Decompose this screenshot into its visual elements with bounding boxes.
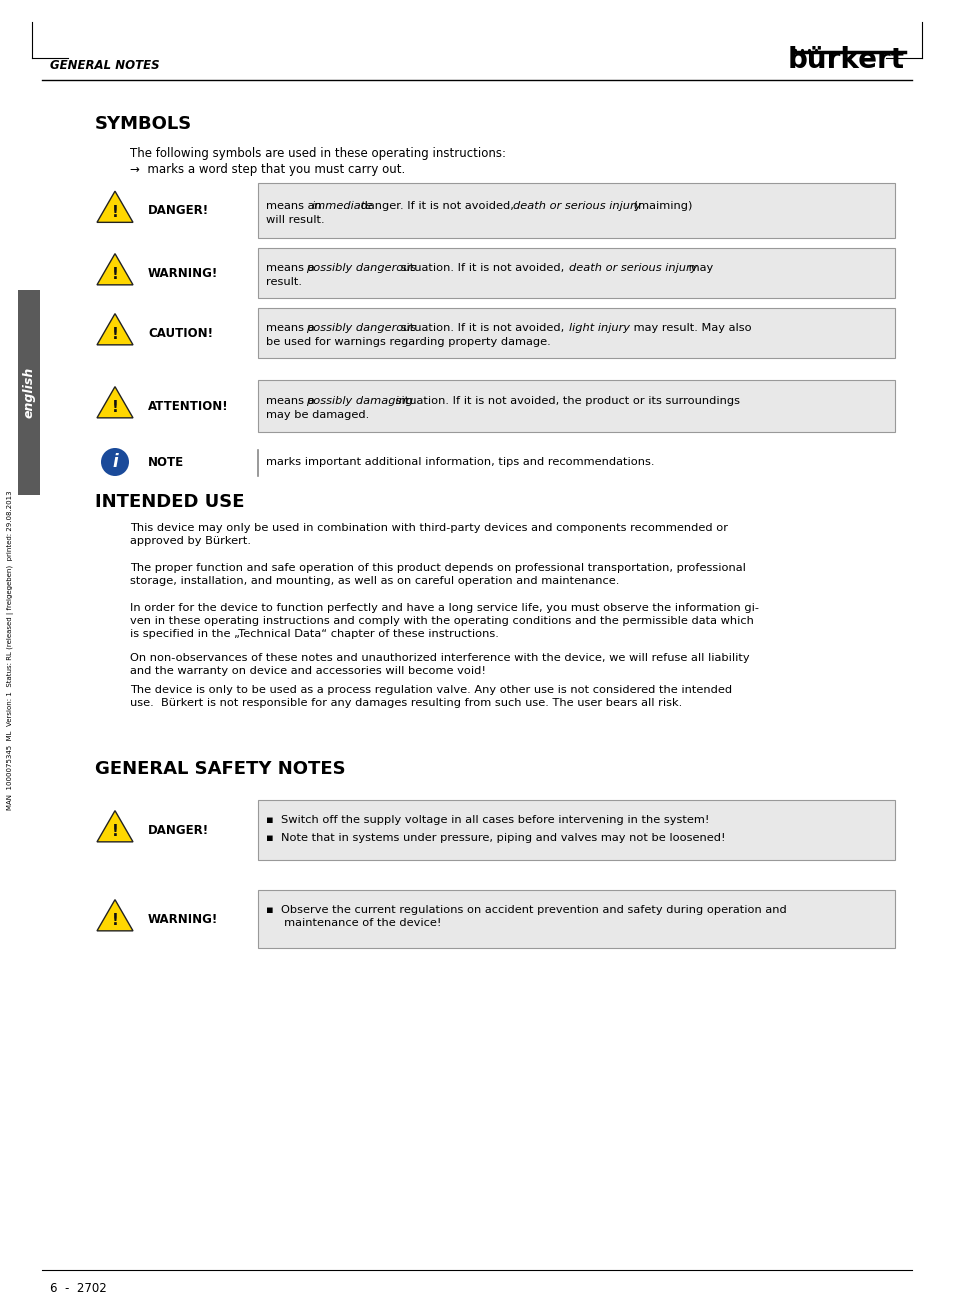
Text: WARNING!: WARNING! bbox=[148, 913, 218, 926]
Text: possibly dangerous: possibly dangerous bbox=[306, 323, 416, 333]
Text: GENERAL NOTES: GENERAL NOTES bbox=[50, 59, 159, 72]
Text: will result.: will result. bbox=[266, 214, 324, 225]
Text: !: ! bbox=[112, 825, 118, 839]
Text: The following symbols are used in these operating instructions:: The following symbols are used in these … bbox=[130, 147, 505, 160]
FancyBboxPatch shape bbox=[18, 291, 40, 494]
Circle shape bbox=[101, 448, 129, 476]
FancyBboxPatch shape bbox=[257, 380, 894, 433]
Text: GENERAL SAFETY NOTES: GENERAL SAFETY NOTES bbox=[95, 760, 345, 778]
Text: possibly damaging: possibly damaging bbox=[306, 396, 413, 406]
Text: marks important additional information, tips and recommendations.: marks important additional information, … bbox=[266, 458, 654, 467]
Text: This device may only be used in combination with third-party devices and compone: This device may only be used in combinat… bbox=[130, 523, 727, 546]
Text: The device is only to be used as a process regulation valve. Any other use is no: The device is only to be used as a proce… bbox=[130, 685, 731, 709]
Text: ▪  Switch off the supply voltage in all cases before intervening in the system!: ▪ Switch off the supply voltage in all c… bbox=[266, 815, 709, 825]
Text: !: ! bbox=[112, 205, 118, 220]
Text: means a: means a bbox=[266, 263, 317, 274]
Polygon shape bbox=[97, 314, 132, 345]
Polygon shape bbox=[97, 191, 132, 222]
Text: death or serious injury: death or serious injury bbox=[568, 263, 697, 274]
Text: may: may bbox=[684, 263, 713, 274]
Text: The proper function and safe operation of this product depends on professional t: The proper function and safe operation o… bbox=[130, 563, 745, 586]
Text: result.: result. bbox=[266, 277, 302, 287]
Text: means a: means a bbox=[266, 323, 317, 333]
Text: english: english bbox=[23, 367, 35, 418]
Text: NOTE: NOTE bbox=[148, 455, 184, 468]
FancyBboxPatch shape bbox=[257, 249, 894, 299]
Text: immediate: immediate bbox=[311, 200, 373, 210]
Text: (maiming): (maiming) bbox=[629, 200, 691, 210]
Text: !: ! bbox=[112, 400, 118, 416]
Text: situation. If it is not avoided,: situation. If it is not avoided, bbox=[396, 323, 568, 333]
Text: i: i bbox=[112, 452, 118, 471]
Text: In order for the device to function perfectly and have a long service life, you : In order for the device to function perf… bbox=[130, 604, 759, 639]
Text: bürkert: bürkert bbox=[787, 46, 904, 74]
Text: death or serious injury: death or serious injury bbox=[513, 200, 641, 210]
FancyBboxPatch shape bbox=[257, 308, 894, 358]
Text: situation. If it is not avoided,: situation. If it is not avoided, bbox=[396, 263, 568, 274]
Text: ATTENTION!: ATTENTION! bbox=[148, 400, 229, 413]
Text: !: ! bbox=[112, 913, 118, 928]
Text: On non-observances of these notes and unauthorized interference with the device,: On non-observances of these notes and un… bbox=[130, 654, 749, 676]
Text: ▪  Observe the current regulations on accident prevention and safety during oper: ▪ Observe the current regulations on acc… bbox=[266, 905, 786, 928]
Polygon shape bbox=[97, 387, 132, 418]
Text: !: ! bbox=[112, 327, 118, 342]
Text: INTENDED USE: INTENDED USE bbox=[95, 493, 244, 512]
Text: →  marks a word step that you must carry out.: → marks a word step that you must carry … bbox=[130, 163, 405, 176]
Text: possibly dangerous: possibly dangerous bbox=[306, 263, 416, 274]
Text: MAN  1000075345  ML  Version: 1  Status: RL (released | freigegeben)  printed: 2: MAN 1000075345 ML Version: 1 Status: RL … bbox=[8, 490, 14, 810]
Text: danger. If it is not avoided,: danger. If it is not avoided, bbox=[356, 200, 517, 210]
FancyBboxPatch shape bbox=[257, 890, 894, 948]
Text: situation. If it is not avoided, the product or its surroundings: situation. If it is not avoided, the pro… bbox=[392, 396, 740, 406]
Polygon shape bbox=[97, 899, 132, 931]
FancyBboxPatch shape bbox=[257, 183, 894, 238]
Text: 6  -  2702: 6 - 2702 bbox=[50, 1282, 107, 1295]
Text: may result. May also: may result. May also bbox=[629, 323, 750, 333]
Text: be used for warnings regarding property damage.: be used for warnings regarding property … bbox=[266, 337, 550, 347]
Text: DANGER!: DANGER! bbox=[148, 204, 209, 217]
Text: ▪  Note that in systems under pressure, piping and valves may not be loosened!: ▪ Note that in systems under pressure, p… bbox=[266, 832, 725, 843]
Text: !: ! bbox=[112, 267, 118, 281]
Text: means an: means an bbox=[266, 200, 325, 210]
Polygon shape bbox=[97, 254, 132, 285]
Text: light injury: light injury bbox=[568, 323, 629, 333]
Text: CAUTION!: CAUTION! bbox=[148, 326, 213, 339]
FancyBboxPatch shape bbox=[257, 800, 894, 860]
Text: DANGER!: DANGER! bbox=[148, 823, 209, 836]
Polygon shape bbox=[97, 810, 132, 842]
Text: may be damaged.: may be damaged. bbox=[266, 410, 369, 419]
Text: WARNING!: WARNING! bbox=[148, 267, 218, 280]
Text: means a: means a bbox=[266, 396, 317, 406]
Text: SYMBOLS: SYMBOLS bbox=[95, 114, 193, 133]
